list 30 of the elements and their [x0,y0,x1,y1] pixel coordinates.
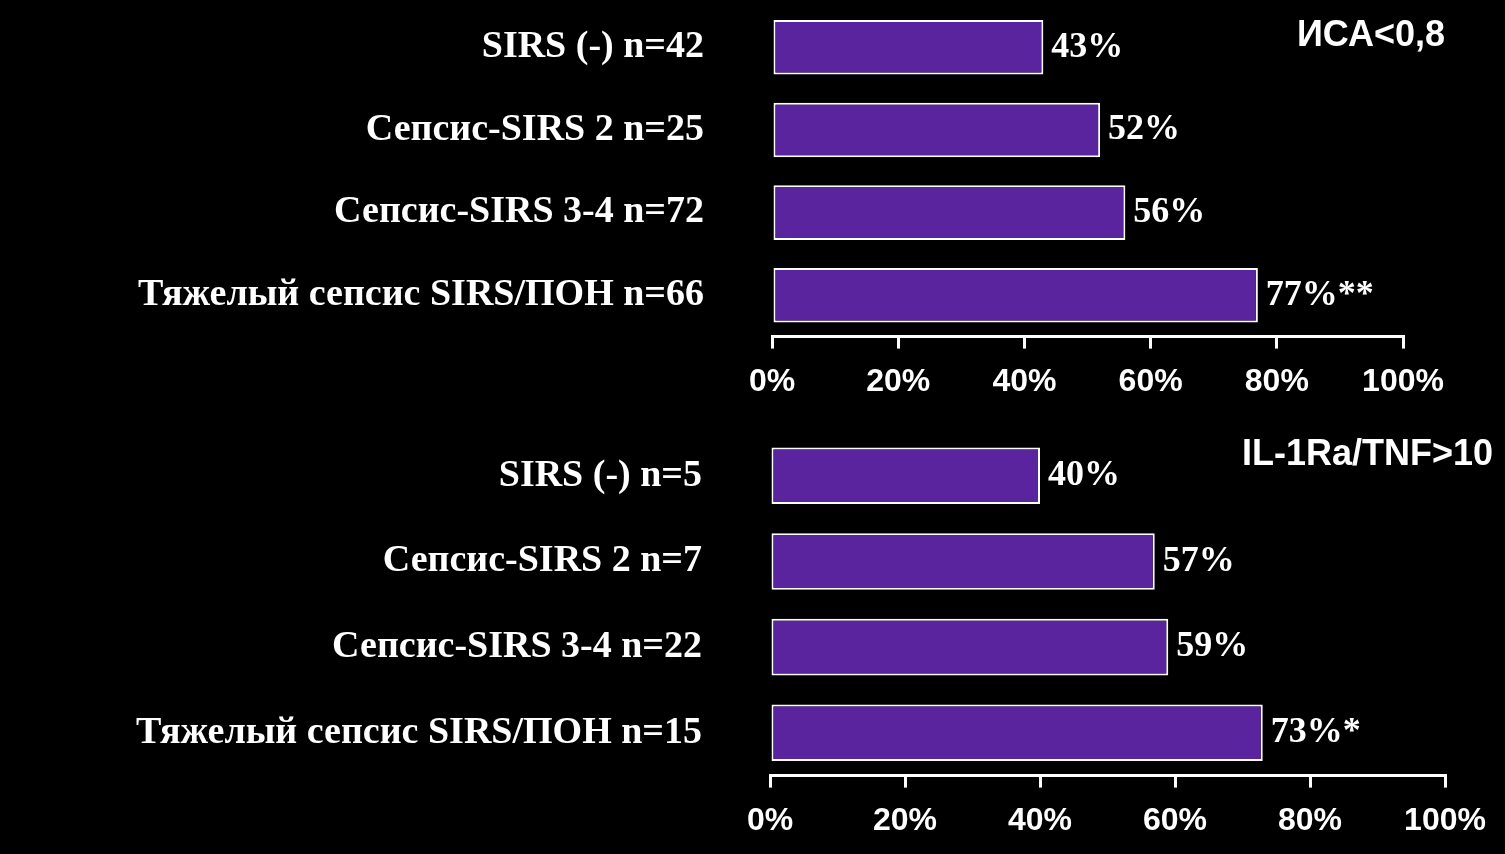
x-tick-label: 80% [1277,800,1343,837]
data-label: 57% [1162,538,1235,579]
x-tick-label: 100% [1362,361,1444,398]
chart-title: ИСА<0,8 [1296,12,1445,54]
data-label: 52% [1108,107,1181,148]
x-tick-label: 40% [1007,800,1073,837]
x-tick-label: 40% [992,361,1057,398]
chart-title: IL-1Ra/TNF>10 [1241,431,1493,473]
y-tick-label: Сепсис-SIRS 2 n=25 [365,105,704,148]
x-tick-label: 80% [1244,361,1309,398]
x-tick-label: 20% [866,361,931,398]
x-tick-label: 60% [1142,800,1208,837]
data-label: 73%* [1270,710,1361,751]
y-tick-label: Сепсис-SIRS 3-4 n=22 [332,622,702,665]
y-tick-label: SIRS (-) n=5 [498,451,702,495]
x-tick-label: 100% [1404,800,1486,837]
y-tick-label: Тяжелый сепсис SIRS/ПОН n=66 [138,271,704,314]
y-tick-label: Тяжелый сепсис SIRS/ПОН n=15 [136,708,702,751]
data-label: 59% [1176,624,1249,665]
data-label: 56% [1133,189,1206,230]
data-label: 77%** [1265,272,1374,313]
x-tick-label: 0% [746,800,794,837]
data-label: 43% [1051,24,1124,65]
x-tick-label: 20% [872,800,938,837]
y-tick-label: Сепсис-SIRS 2 n=7 [382,537,702,580]
x-tick-label: 0% [748,361,796,398]
y-tick-label: SIRS (-) n=42 [481,23,704,67]
data-label: 40% [1048,453,1120,494]
y-tick-label: Сепсис-SIRS 3-4 n=72 [334,188,704,231]
x-tick-label: 60% [1118,361,1183,398]
